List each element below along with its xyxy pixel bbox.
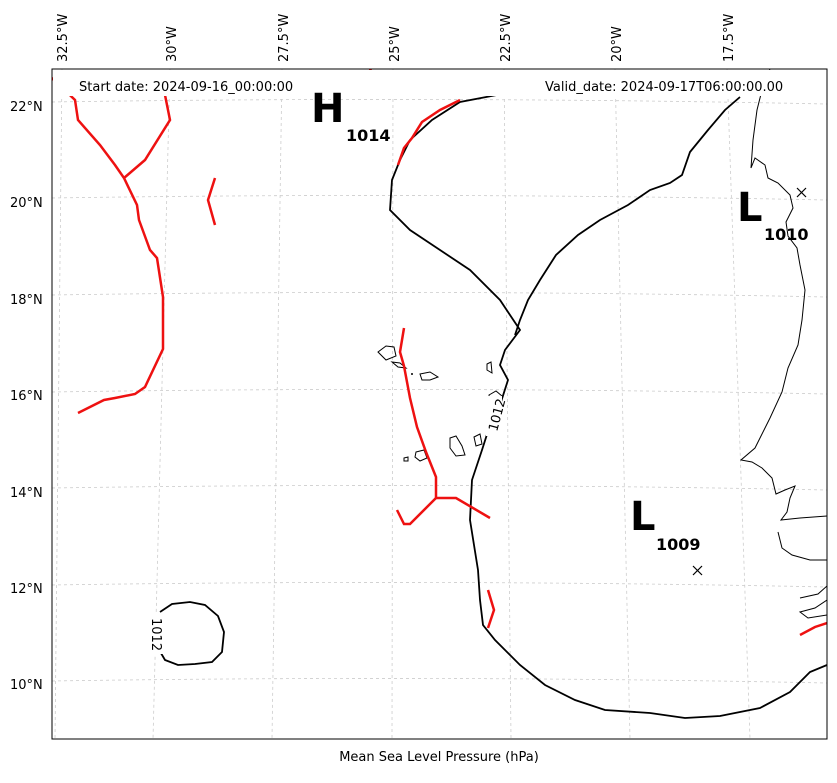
lat-label: 20°N [10,196,43,211]
start-date: Start date: 2024-09-16_00:00:00 [79,80,293,95]
low-pressure-symbol: L [737,185,763,231]
lat-label: 12°N [10,582,43,597]
high-pressure-symbol: H [311,86,344,132]
contour-label-1012-west: 1012 [148,618,163,651]
lon-label: 32.5°W [56,14,71,62]
high-pressure-value: 1014 [346,126,391,145]
low-pressure-value: 1010 [764,225,809,244]
latitude-labels: 22°N 20°N 18°N 16°N 14°N 12°N 10°N [10,100,43,693]
graticule [52,69,827,739]
lon-label: 22.5°W [499,14,514,62]
lon-label: 20°W [610,26,625,62]
africa-coastline [739,69,827,619]
isobar-1012-ring [157,601,225,666]
lat-label: 14°N [10,486,43,501]
center-marker-1010 [796,187,807,198]
plot-frame [51,68,828,740]
isobar-1012-large [389,93,827,719]
map-caption: Mean Sea Level Pressure (hPa) [339,750,539,765]
isobar-1012-coastal [514,96,741,336]
valid-date: Valid_date: 2024-09-17T06:00:00.00 [545,80,783,95]
trough-lines [52,69,827,637]
lon-label: 17.5°W [722,14,737,62]
lat-label: 18°N [10,293,43,308]
center-marker-1009 [692,565,703,576]
lon-label: 25°W [388,26,403,62]
lon-label: 30°W [165,26,180,62]
low-pressure-symbol: L [630,494,656,540]
longitude-labels: 32.5°W 30°W 27.5°W 25°W 22.5°W 20°W 17.5… [56,14,737,62]
lat-label: 22°N [10,100,43,115]
lon-label: 27.5°W [277,14,292,62]
lat-label: 16°N [10,389,43,404]
lat-label: 10°N [10,678,43,693]
low-pressure-value: 1009 [656,535,701,554]
